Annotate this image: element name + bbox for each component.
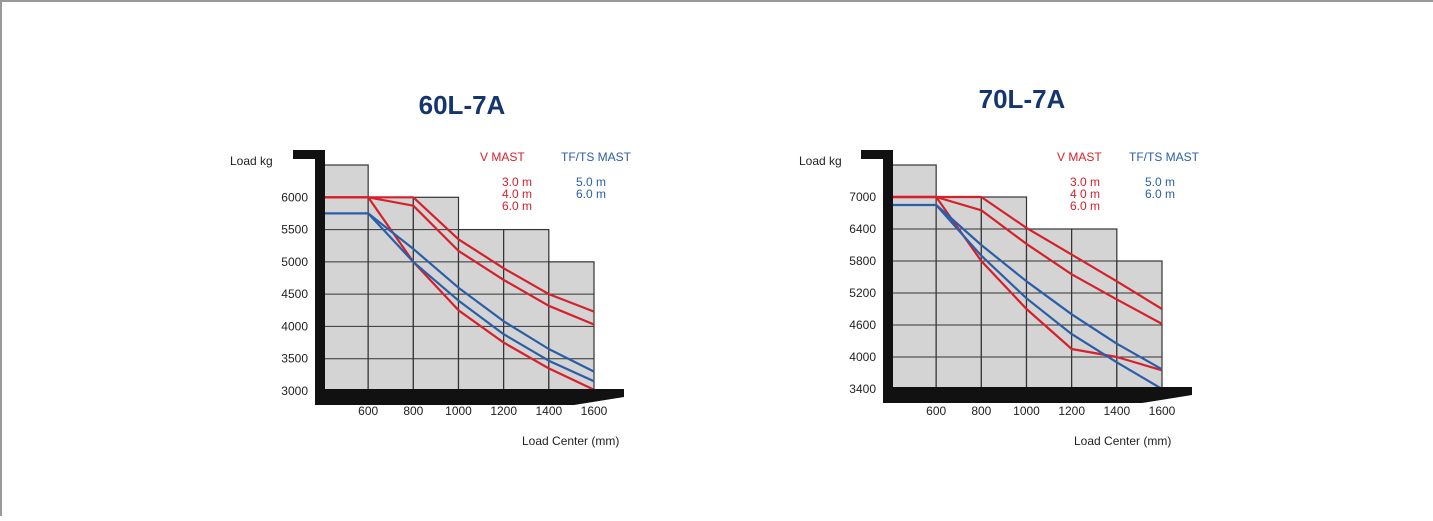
v-mast-curve bbox=[891, 195, 1163, 310]
plot-area-2: 7000 6400 5800 5200 4600 4000 3400 600 800 1000 12… bbox=[849, 150, 1192, 418]
x-tick-label: 1600 bbox=[1149, 404, 1176, 418]
x-tick-label: 1000 bbox=[445, 404, 472, 418]
chart-60l-7a: 60L-7A Load kg Load Center (mm) V MAST T… bbox=[230, 90, 632, 448]
plot-area-1: 6000 5500 5000 4500 4000 3500 3000 600 800 1000 12… bbox=[281, 150, 624, 418]
y-tick-label: 6000 bbox=[281, 190, 308, 204]
x-tick-label: 800 bbox=[971, 404, 991, 418]
chart-title: 60L-7A bbox=[419, 90, 506, 120]
chart-title: 70L-7A bbox=[979, 84, 1066, 114]
x-tick-label: 1600 bbox=[581, 404, 608, 418]
y-axis-label: Load kg bbox=[230, 154, 273, 168]
legend-v-mast: V MAST bbox=[480, 150, 525, 164]
x-axis-label: Load Center (mm) bbox=[1074, 434, 1171, 448]
y-tick-label: 4000 bbox=[849, 350, 876, 364]
y-tick-label: 4000 bbox=[281, 319, 308, 333]
legend-v-height: 6.0 m bbox=[1070, 199, 1100, 213]
x-tick-label: 1400 bbox=[1103, 404, 1130, 418]
legend-v-height: 6.0 m bbox=[502, 199, 532, 213]
chart-70l-7a: 70L-7A Load kg Load Center (mm) V MAST T… bbox=[799, 84, 1200, 448]
y-tick-label: 6400 bbox=[849, 222, 876, 236]
tf-mast-curve bbox=[367, 212, 595, 383]
v-mast-curve bbox=[891, 195, 1163, 372]
y-tick-label: 3500 bbox=[281, 352, 308, 366]
mast-frame bbox=[293, 150, 325, 391]
tf-mast-curve bbox=[935, 204, 1163, 390]
plot-layer: 6000 5500 5000 4500 4000 3500 3000 600 800 1000 12… bbox=[281, 150, 1192, 418]
x-axis-label: Load Center (mm) bbox=[522, 434, 619, 448]
legend-v-height: 4 0 m bbox=[1070, 187, 1100, 201]
x-tick-label: 800 bbox=[403, 404, 423, 418]
fork-base bbox=[315, 389, 624, 405]
y-tick-label: 3000 bbox=[281, 384, 308, 398]
mast-frame bbox=[861, 150, 893, 389]
legend-tf-height: 6.0 m bbox=[576, 187, 606, 201]
x-tick-label: 1200 bbox=[490, 404, 517, 418]
y-tick-label: 4500 bbox=[281, 287, 308, 301]
x-tick-label: 1000 bbox=[1013, 404, 1040, 418]
capacity-column bbox=[1071, 228, 1118, 390]
y-tick-label: 7000 bbox=[849, 190, 876, 204]
y-tick-label: 4600 bbox=[849, 318, 876, 332]
y-tick-label: 3400 bbox=[849, 382, 876, 396]
v-mast-curve bbox=[323, 196, 595, 391]
legend-v-height: 3.0 m bbox=[1070, 175, 1100, 189]
y-axis-label: Load kg bbox=[799, 154, 842, 168]
legend-tf-height: 5.0 m bbox=[1145, 175, 1175, 189]
y-tick-label: 5800 bbox=[849, 254, 876, 268]
y-tick-label: 5000 bbox=[281, 255, 308, 269]
x-tick-label: 600 bbox=[358, 404, 378, 418]
capacity-column bbox=[503, 228, 550, 392]
v-mast-curve bbox=[323, 196, 595, 313]
x-tick-label: 600 bbox=[926, 404, 946, 418]
y-tick-label: 5500 bbox=[281, 223, 308, 237]
legend-v-height: 3.0 m bbox=[502, 175, 532, 189]
legend-tf-height: 6.0 m bbox=[1145, 187, 1175, 201]
fork-base bbox=[883, 387, 1192, 403]
legend-v-height: 4.0 m bbox=[502, 187, 532, 201]
x-tick-label: 1400 bbox=[535, 404, 562, 418]
legend-v-mast: V MAST bbox=[1057, 150, 1102, 164]
x-tick-label: 1200 bbox=[1058, 404, 1085, 418]
y-tick-label: 5200 bbox=[849, 286, 876, 300]
capacity-column bbox=[890, 164, 937, 390]
legend-tf-mast: TF/TS MAST bbox=[561, 150, 632, 164]
capacity-column bbox=[322, 164, 369, 392]
legend-tf-height: 5.0 m bbox=[576, 175, 606, 189]
legend-tf-mast: TF/TS MAST bbox=[1129, 150, 1200, 164]
